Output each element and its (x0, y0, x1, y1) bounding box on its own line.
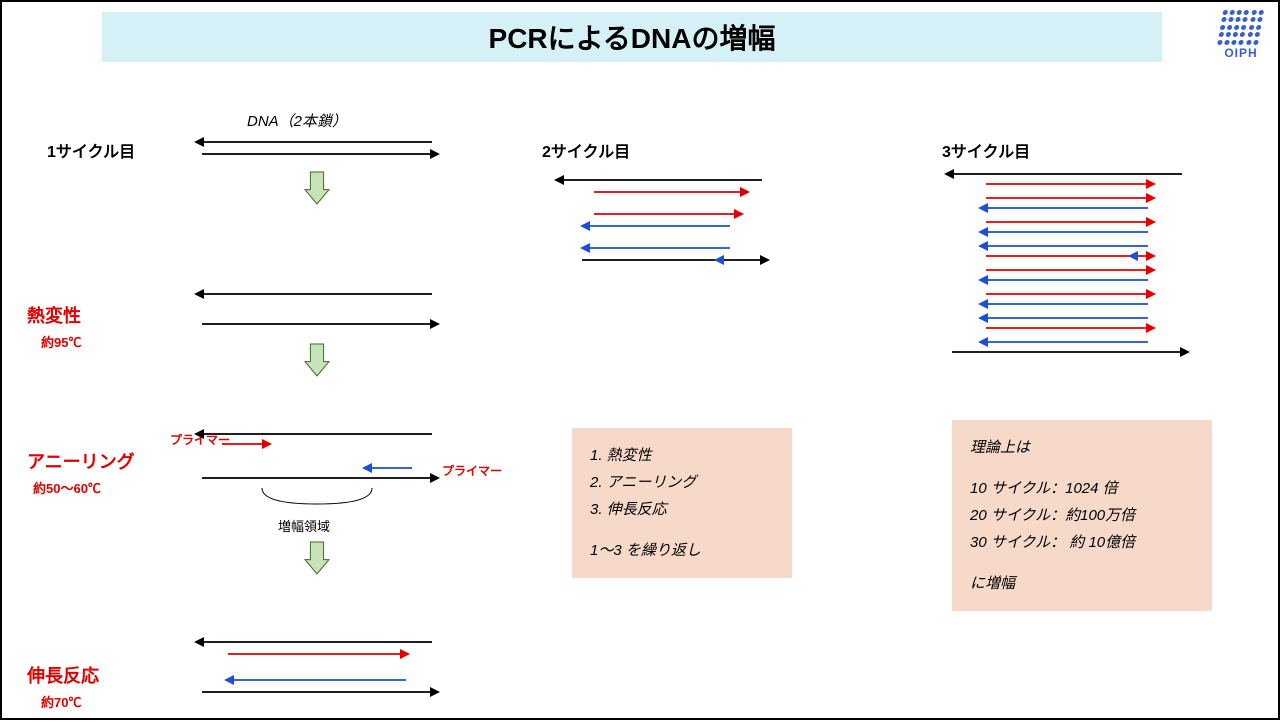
pcr-diagram (2, 2, 1280, 722)
